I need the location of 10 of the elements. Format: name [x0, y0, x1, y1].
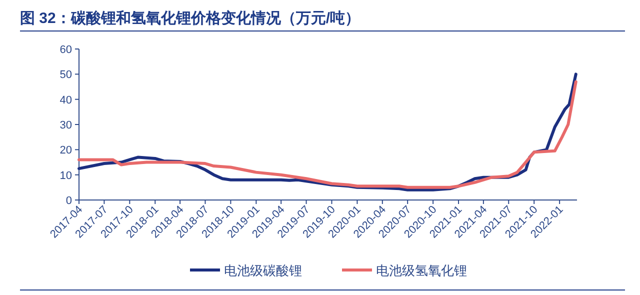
y-tick-label: 60 — [60, 44, 72, 56]
chart-title: 图 32：碳酸锂和氢氧化锂价格变化情况（万元/吨） — [20, 9, 360, 27]
legend-label: 电池级氢氧化锂 — [376, 263, 467, 278]
y-tick-label: 20 — [60, 144, 72, 157]
y-tick-label: 40 — [60, 94, 72, 106]
y-tick-label: 0 — [66, 195, 72, 207]
legend-label: 电池级碳酸锂 — [224, 263, 302, 278]
y-tick-label: 30 — [60, 120, 72, 132]
y-tick-label: 50 — [60, 69, 72, 82]
y-tick-label: 10 — [60, 170, 72, 182]
